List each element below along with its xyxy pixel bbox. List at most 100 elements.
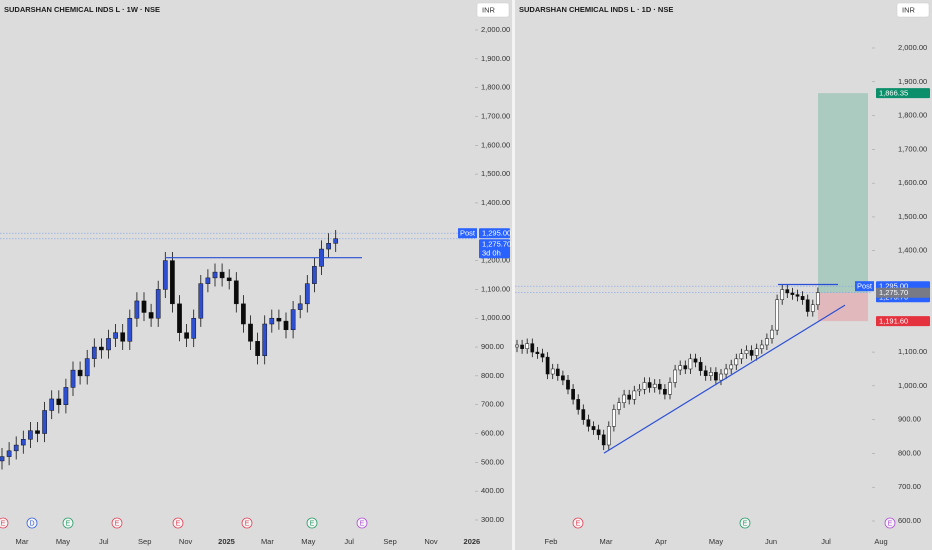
candle-body	[106, 338, 111, 351]
candle-body	[141, 300, 147, 313]
candle-body	[77, 369, 83, 377]
x-tick-label: Sep	[383, 537, 396, 546]
price-high-label: 1,295.00	[879, 282, 908, 291]
currency-box	[896, 2, 930, 18]
candle-body	[708, 372, 713, 376]
candle-body	[693, 358, 698, 363]
candle-body	[233, 280, 239, 305]
candle-body	[312, 266, 317, 284]
event-marker	[26, 517, 38, 529]
candle-body	[668, 382, 672, 395]
y-tick-label: 1,500.00	[898, 212, 927, 221]
y-tick-label: 1,000.00	[898, 381, 927, 390]
candle-body	[84, 358, 90, 377]
event-label: E	[176, 520, 181, 527]
currency-box	[476, 2, 510, 18]
candle-body	[248, 323, 253, 342]
candle-body	[219, 271, 225, 279]
x-tick-label: Mar	[16, 537, 29, 546]
candle-body	[739, 353, 744, 360]
y-tick-label: 1,800.00	[481, 83, 510, 92]
candle-body	[596, 429, 601, 436]
candle-body	[113, 332, 118, 339]
y-tick-label: 700.00	[898, 482, 921, 491]
candle-body	[515, 344, 519, 348]
candle-body	[326, 243, 331, 250]
event-marker	[572, 517, 584, 529]
x-tick-label: Sep	[138, 537, 151, 546]
candle-body	[673, 369, 677, 383]
candle-body	[162, 260, 168, 290]
x-tick-label: May	[301, 537, 315, 546]
chart-title: SUDARSHAN CHEMICAL INDS L · 1W · NSE	[4, 5, 160, 14]
y-tick-label: 800.00	[898, 448, 921, 457]
candle-body	[657, 383, 662, 390]
post-label: Post	[857, 282, 873, 291]
candle-body	[719, 373, 723, 381]
candle-body	[555, 368, 560, 376]
candle-body	[622, 394, 626, 403]
candle-body	[297, 303, 303, 310]
y-tick-label: 500.00	[481, 457, 504, 466]
candle-body	[304, 283, 310, 305]
event-label: E	[245, 520, 250, 527]
event-label: E	[576, 520, 581, 527]
trend-line	[603, 304, 846, 454]
entry-label-bg	[876, 287, 930, 298]
candle-body	[134, 300, 140, 319]
event-label: E	[115, 520, 120, 527]
y-tick-label: 1,700.00	[898, 144, 927, 153]
candle-body	[642, 382, 647, 390]
currency: INR	[902, 5, 916, 14]
candle-body	[627, 394, 632, 400]
candle-body	[520, 344, 524, 349]
candle-body	[269, 317, 275, 325]
candle-body	[205, 277, 211, 284]
candle-body	[785, 289, 790, 294]
candle-body	[262, 323, 268, 356]
candle-body	[632, 390, 637, 400]
x-tick-label: 2025	[218, 537, 235, 546]
candle-body	[571, 388, 575, 400]
candle-body	[212, 271, 218, 279]
x-tick-label: Jun	[765, 537, 777, 546]
candle-body	[637, 388, 642, 392]
candle-body	[566, 379, 570, 390]
candle-body	[49, 398, 55, 411]
stop-label: 1,191.60	[879, 317, 908, 326]
candle-body	[63, 387, 69, 405]
candle-body	[290, 309, 296, 331]
chart-title: SUDARSHAN CHEMICAL INDS L · 1D · NSE	[519, 5, 673, 14]
candle-body	[765, 338, 769, 346]
candle-body	[127, 317, 133, 342]
candle-body	[663, 388, 667, 395]
y-tick-label: 1,900.00	[898, 77, 927, 86]
y-tick-label: 300.00	[481, 515, 504, 524]
candle-body	[120, 332, 126, 342]
candle-body	[790, 292, 795, 295]
x-tick-label: Mar	[261, 537, 274, 546]
candle-body	[754, 348, 759, 356]
event-marker	[172, 517, 184, 529]
x-tick-label: Jul	[99, 537, 109, 546]
price-last-label: 1,275.70	[482, 240, 511, 249]
target-label-bg	[876, 88, 930, 99]
y-tick-label: 1,600.00	[898, 178, 927, 187]
target-zone	[818, 93, 868, 293]
candle-body	[744, 350, 749, 355]
entry-label: 1,275.70	[879, 288, 908, 297]
candle-body	[530, 343, 535, 353]
stop-label-bg	[876, 316, 930, 327]
candle-body	[770, 329, 774, 339]
countdown-label-bg	[479, 248, 510, 259]
event-marker	[356, 517, 368, 529]
candle-body	[612, 409, 616, 427]
candle-body	[734, 358, 739, 366]
y-tick-label: 800.00	[481, 371, 504, 380]
y-tick-label: 400.00	[481, 486, 504, 495]
candle-body	[535, 351, 540, 355]
candle-body	[576, 399, 581, 410]
x-tick-label: Jul	[344, 537, 354, 546]
candle-body	[70, 369, 76, 388]
x-tick-label: Feb	[545, 537, 558, 546]
